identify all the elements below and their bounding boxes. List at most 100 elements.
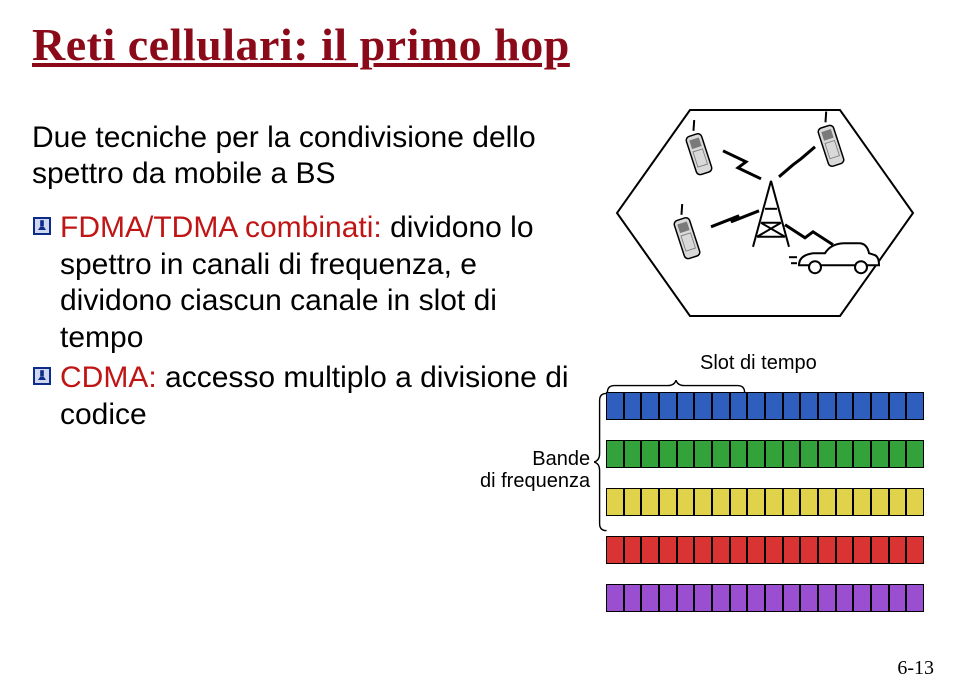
grid-cell xyxy=(765,440,783,468)
grid-cell xyxy=(747,488,765,516)
grid-cell xyxy=(783,584,801,612)
grid-cell xyxy=(889,440,907,468)
grid-cell xyxy=(765,536,783,564)
grid-cell xyxy=(783,392,801,420)
slide-title: Reti cellulari: il primo hop xyxy=(32,18,570,71)
grid-cell xyxy=(641,440,659,468)
grid-cell xyxy=(624,584,642,612)
grid-cell xyxy=(889,488,907,516)
slot-time-label: Slot di tempo xyxy=(700,352,817,375)
grid-cell xyxy=(783,440,801,468)
grid-cell xyxy=(836,584,854,612)
grid-cell xyxy=(853,392,871,420)
grid-cell xyxy=(641,536,659,564)
grid-cell xyxy=(818,536,836,564)
bullet-0: FDMA/TDMA combinati: dividono lo spettro… xyxy=(32,210,572,356)
grid-cell xyxy=(853,488,871,516)
grid-cell xyxy=(606,536,624,564)
grid-cell xyxy=(800,440,818,468)
grid-cell xyxy=(624,488,642,516)
grid-cell xyxy=(818,440,836,468)
grid-cell xyxy=(712,584,730,612)
bullet-head: FDMA/TDMA combinati: xyxy=(60,211,382,244)
grid-cell xyxy=(641,488,659,516)
grid-cell xyxy=(659,440,677,468)
grid-cell xyxy=(800,536,818,564)
grid-cell xyxy=(677,392,695,420)
grid-cell xyxy=(836,392,854,420)
bullet-marker xyxy=(32,366,60,386)
grid-cell xyxy=(747,440,765,468)
grid-cell xyxy=(871,488,889,516)
bande-line2: di frequenza xyxy=(480,470,590,492)
grid-cell xyxy=(712,392,730,420)
grid-cell xyxy=(606,392,624,420)
page-number: 6-13 xyxy=(897,657,934,680)
grid-cell xyxy=(906,584,924,612)
grid-row xyxy=(606,392,924,420)
grid-cell xyxy=(606,440,624,468)
grid-cell xyxy=(694,536,712,564)
grid-cell xyxy=(818,392,836,420)
grid-cell xyxy=(871,536,889,564)
grid-cell xyxy=(800,488,818,516)
grid-cell xyxy=(871,584,889,612)
grid-cell xyxy=(730,536,748,564)
grid-row xyxy=(606,440,924,468)
hexagon-cell xyxy=(615,108,915,318)
grid-cell xyxy=(624,536,642,564)
grid-cell xyxy=(818,584,836,612)
grid-cell xyxy=(730,440,748,468)
grid-cell xyxy=(871,392,889,420)
grid-cell xyxy=(906,536,924,564)
grid-cell xyxy=(730,584,748,612)
grid-cell xyxy=(853,440,871,468)
grid-cell xyxy=(747,584,765,612)
grid-cell xyxy=(694,488,712,516)
bande-line1: Bande xyxy=(532,448,590,470)
grid-cell xyxy=(889,392,907,420)
grid-cell xyxy=(659,536,677,564)
grid-cell xyxy=(730,392,748,420)
grid-cell xyxy=(624,440,642,468)
grid-cell xyxy=(906,392,924,420)
grid-cell xyxy=(712,440,730,468)
grid-cell xyxy=(853,584,871,612)
grid-cell xyxy=(641,584,659,612)
bullet-1: CDMA: accesso multiplo a divisione di co… xyxy=(32,360,572,433)
grid-cell xyxy=(641,392,659,420)
grid-cell xyxy=(818,488,836,516)
bullet-head: CDMA: xyxy=(60,361,157,394)
grid-cell xyxy=(906,488,924,516)
intro-text: Due tecniche per la condivisione dello s… xyxy=(32,120,572,192)
grid-cell xyxy=(765,488,783,516)
bullet-text: FDMA/TDMA combinati: dividono lo spettro… xyxy=(60,210,572,356)
grid-cell xyxy=(836,536,854,564)
frequency-bands-label: Bande di frequenza xyxy=(480,448,590,492)
grid-cell xyxy=(659,584,677,612)
bullet-marker xyxy=(32,216,60,236)
body-text: Due tecniche per la condivisione dello s… xyxy=(32,120,572,438)
grid-cell xyxy=(765,584,783,612)
grid-cell xyxy=(677,584,695,612)
grid-cell xyxy=(747,392,765,420)
grid-cell xyxy=(836,488,854,516)
fdma-tdma-grid xyxy=(606,392,924,612)
grid-cell xyxy=(606,584,624,612)
grid-cell xyxy=(765,392,783,420)
grid-cell xyxy=(694,440,712,468)
grid-cell xyxy=(889,584,907,612)
bullet-text: CDMA: accesso multiplo a divisione di co… xyxy=(60,360,572,433)
grid-cell xyxy=(889,536,907,564)
grid-row xyxy=(606,536,924,564)
grid-cell xyxy=(836,440,854,468)
grid-cell xyxy=(677,488,695,516)
grid-cell xyxy=(694,392,712,420)
grid-cell xyxy=(659,488,677,516)
grid-cell xyxy=(606,488,624,516)
grid-cell xyxy=(800,584,818,612)
grid-cell xyxy=(871,440,889,468)
grid-cell xyxy=(783,488,801,516)
grid-cell xyxy=(906,440,924,468)
grid-row xyxy=(606,488,924,516)
